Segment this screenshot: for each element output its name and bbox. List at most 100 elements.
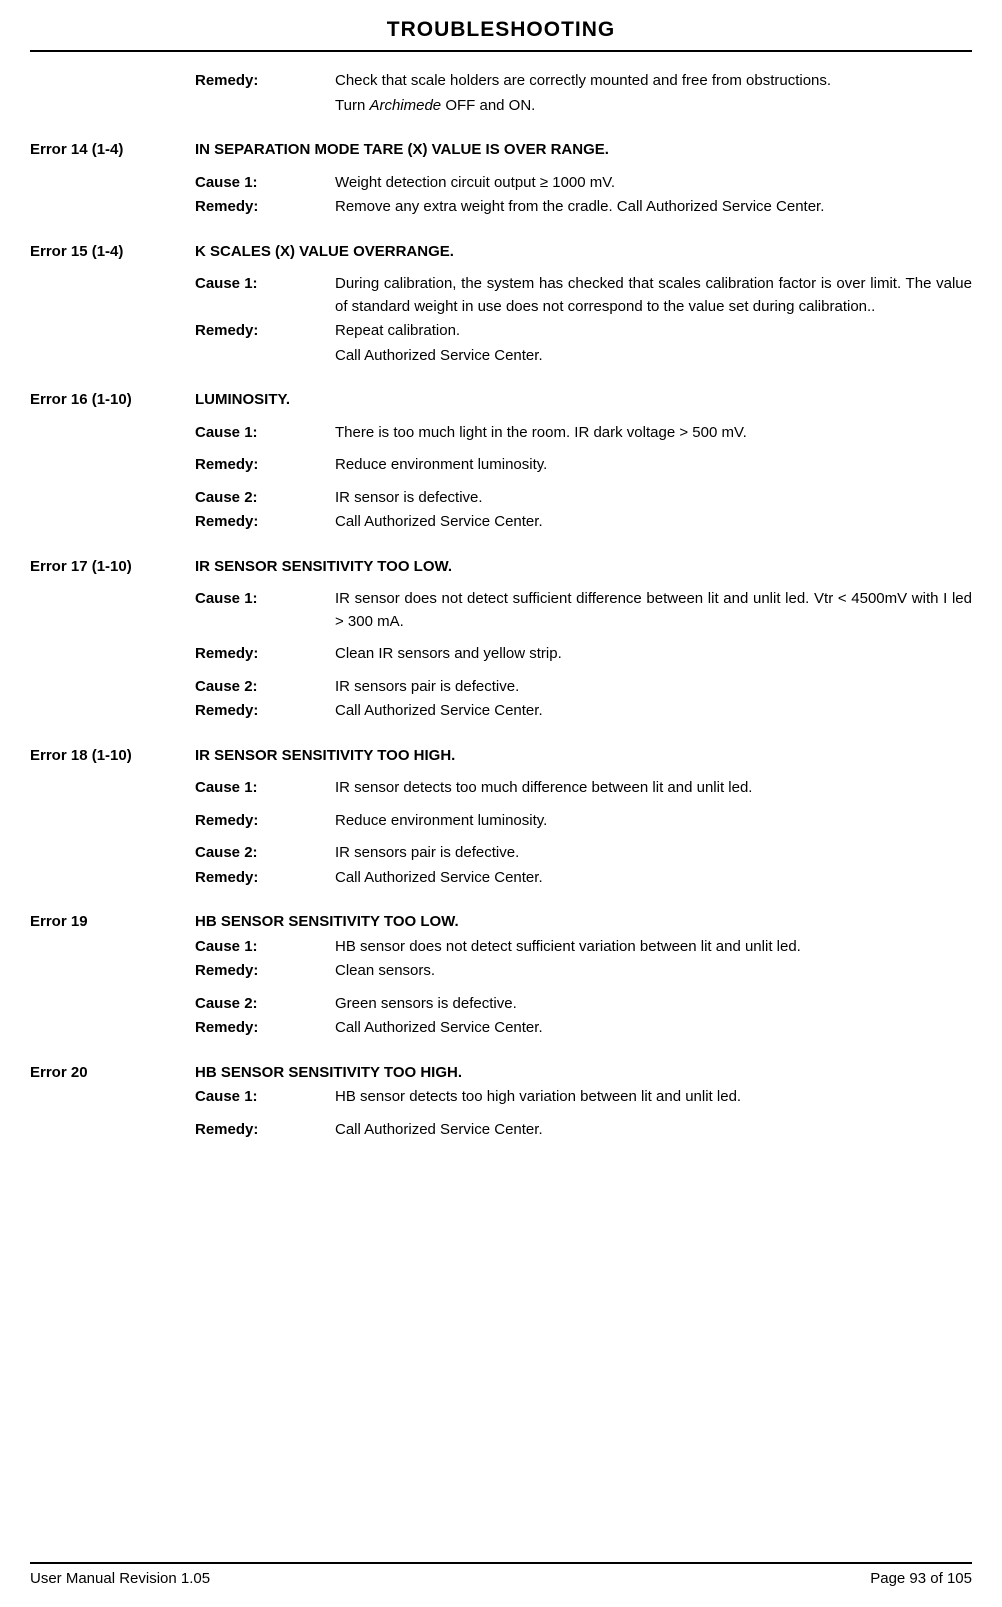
footer-left: User Manual Revision 1.05 bbox=[30, 1570, 210, 1587]
remedy-label: Remedy: bbox=[195, 960, 335, 983]
error-title: LUMINOSITY. bbox=[195, 389, 972, 412]
e19-remedy1: Remedy: Clean sensors. bbox=[30, 960, 972, 983]
text-pre: Turn bbox=[335, 97, 369, 114]
e20-remedy1: Remedy: Call Authorized Service Center. bbox=[30, 1119, 972, 1142]
error-title: IR SENSOR SENSITIVITY TOO HIGH. bbox=[195, 745, 972, 768]
cause-text: IR sensor does not detect sufficient dif… bbox=[335, 588, 972, 633]
cause-label: Cause 1: bbox=[195, 588, 335, 633]
text-post: OFF and ON. bbox=[441, 97, 535, 114]
e15-cause1: Cause 1: During calibration, the system … bbox=[30, 273, 972, 318]
cause-label: Cause 2: bbox=[195, 842, 335, 865]
e18-title-row: Error 18 (1-10) IR SENSOR SENSITIVITY TO… bbox=[30, 745, 972, 768]
cause-label: Cause 1: bbox=[195, 422, 335, 445]
e14-title-row: Error 14 (1-4) IN SEPARATION MODE TARE (… bbox=[30, 139, 972, 162]
remedy-label: Remedy: bbox=[195, 1017, 335, 1040]
e16-remedy1: Remedy: Reduce environment luminosity. bbox=[30, 454, 972, 477]
text-italic: Archimede bbox=[369, 97, 441, 114]
e15-remedy: Remedy: Repeat calibration. bbox=[30, 320, 972, 343]
remedy-label: Remedy: bbox=[195, 1119, 335, 1142]
cause-text: Weight detection circuit output ≥ 1000 m… bbox=[335, 172, 972, 195]
remedy-text: Call Authorized Service Center. bbox=[335, 345, 972, 368]
e17-remedy2: Remedy: Call Authorized Service Center. bbox=[30, 700, 972, 723]
remedy-text: Clean IR sensors and yellow strip. bbox=[335, 643, 972, 666]
error-title: K SCALES (X) VALUE OVERRANGE. bbox=[195, 241, 972, 264]
error-code: Error 17 (1-10) bbox=[30, 556, 195, 579]
cause-text: HB sensor detects too high variation bet… bbox=[335, 1086, 972, 1109]
e15-remedy2: Call Authorized Service Center. bbox=[30, 345, 972, 368]
error-code: Error 15 (1-4) bbox=[30, 241, 195, 264]
e16-remedy2: Remedy: Call Authorized Service Center. bbox=[30, 511, 972, 534]
remedy-text: Reduce environment luminosity. bbox=[335, 810, 972, 833]
e14-remedy: Remedy: Remove any extra weight from the… bbox=[30, 196, 972, 219]
remedy-text2: Turn Archimede OFF and ON. bbox=[335, 95, 972, 118]
page: TROUBLESHOOTING Remedy: Check that scale… bbox=[0, 0, 1002, 1607]
remedy-label: Remedy: bbox=[195, 196, 335, 219]
e17-title-row: Error 17 (1-10) IR SENSOR SENSITIVITY TO… bbox=[30, 556, 972, 579]
e19-cause2: Cause 2: Green sensors is defective. bbox=[30, 993, 972, 1016]
e18-remedy1: Remedy: Reduce environment luminosity. bbox=[30, 810, 972, 833]
cause-label: Cause 1: bbox=[195, 273, 335, 318]
remedy-label: Remedy: bbox=[195, 70, 335, 93]
cause-text: Green sensors is defective. bbox=[335, 993, 972, 1016]
remedy-text: Call Authorized Service Center. bbox=[335, 511, 972, 534]
e16-title-row: Error 16 (1-10) LUMINOSITY. bbox=[30, 389, 972, 412]
intro-remedy-row2: Turn Archimede OFF and ON. bbox=[30, 95, 972, 118]
e14-cause1: Cause 1: Weight detection circuit output… bbox=[30, 172, 972, 195]
cause-text: HB sensor does not detect sufficient var… bbox=[335, 936, 972, 959]
cause-text: There is too much light in the room. IR … bbox=[335, 422, 972, 445]
e17-cause2: Cause 2: IR sensors pair is defective. bbox=[30, 676, 972, 699]
remedy-label: Remedy: bbox=[195, 511, 335, 534]
cause-label: Cause 2: bbox=[195, 487, 335, 510]
remedy-text: Call Authorized Service Center. bbox=[335, 1017, 972, 1040]
remedy-text: Repeat calibration. bbox=[335, 320, 972, 343]
error-code: Error 18 (1-10) bbox=[30, 745, 195, 768]
remedy-label: Remedy: bbox=[195, 643, 335, 666]
e18-cause1: Cause 1: IR sensor detects too much diff… bbox=[30, 777, 972, 800]
remedy-text: Clean sensors. bbox=[335, 960, 972, 983]
footer-right: Page 93 of 105 bbox=[870, 1570, 972, 1587]
cause-text: During calibration, the system has check… bbox=[335, 273, 972, 318]
remedy-text: Remove any extra weight from the cradle.… bbox=[335, 196, 972, 219]
error-title: HB SENSOR SENSITIVITY TOO LOW. bbox=[195, 911, 972, 934]
e19-title-row: Error 19 HB SENSOR SENSITIVITY TOO LOW. bbox=[30, 911, 972, 934]
remedy-label: Remedy: bbox=[195, 867, 335, 890]
cause-text: IR sensors pair is defective. bbox=[335, 842, 972, 865]
e18-cause2: Cause 2: IR sensors pair is defective. bbox=[30, 842, 972, 865]
cause-text: IR sensor detects too much difference be… bbox=[335, 777, 972, 800]
e17-cause1: Cause 1: IR sensor does not detect suffi… bbox=[30, 588, 972, 633]
e16-cause2: Cause 2: IR sensor is defective. bbox=[30, 487, 972, 510]
error-code: Error 16 (1-10) bbox=[30, 389, 195, 412]
e19-remedy2: Remedy: Call Authorized Service Center. bbox=[30, 1017, 972, 1040]
page-footer: User Manual Revision 1.05 Page 93 of 105 bbox=[30, 1562, 972, 1587]
remedy-text: Check that scale holders are correctly m… bbox=[335, 70, 972, 93]
remedy-text: Call Authorized Service Center. bbox=[335, 1119, 972, 1142]
remedy-text: Call Authorized Service Center. bbox=[335, 867, 972, 890]
blank-error bbox=[30, 70, 195, 93]
error-code: Error 19 bbox=[30, 911, 195, 934]
content: Remedy: Check that scale holders are cor… bbox=[30, 70, 972, 1141]
cause-text: IR sensors pair is defective. bbox=[335, 676, 972, 699]
e16-cause1: Cause 1: There is too much light in the … bbox=[30, 422, 972, 445]
error-title: IN SEPARATION MODE TARE (X) VALUE IS OVE… bbox=[195, 139, 972, 162]
remedy-text: Call Authorized Service Center. bbox=[335, 700, 972, 723]
remedy-text: Reduce environment luminosity. bbox=[335, 454, 972, 477]
error-title: IR SENSOR SENSITIVITY TOO LOW. bbox=[195, 556, 972, 579]
cause-label: Cause 2: bbox=[195, 676, 335, 699]
e20-title-row: Error 20 HB SENSOR SENSITIVITY TOO HIGH. bbox=[30, 1062, 972, 1085]
cause-label: Cause 1: bbox=[195, 1086, 335, 1109]
remedy-label: Remedy: bbox=[195, 320, 335, 343]
cause-label: Cause 1: bbox=[195, 936, 335, 959]
error-code: Error 20 bbox=[30, 1062, 195, 1085]
error-code: Error 14 (1-4) bbox=[30, 139, 195, 162]
remedy-label: Remedy: bbox=[195, 810, 335, 833]
e15-title-row: Error 15 (1-4) K SCALES (X) VALUE OVERRA… bbox=[30, 241, 972, 264]
intro-remedy-row: Remedy: Check that scale holders are cor… bbox=[30, 70, 972, 93]
e17-remedy1: Remedy: Clean IR sensors and yellow stri… bbox=[30, 643, 972, 666]
page-title: TROUBLESHOOTING bbox=[30, 18, 972, 52]
cause-label: Cause 1: bbox=[195, 777, 335, 800]
e20-cause1: Cause 1: HB sensor detects too high vari… bbox=[30, 1086, 972, 1109]
error-title: HB SENSOR SENSITIVITY TOO HIGH. bbox=[195, 1062, 972, 1085]
cause-label: Cause 2: bbox=[195, 993, 335, 1016]
remedy-label: Remedy: bbox=[195, 454, 335, 477]
e19-cause1: Cause 1: HB sensor does not detect suffi… bbox=[30, 936, 972, 959]
